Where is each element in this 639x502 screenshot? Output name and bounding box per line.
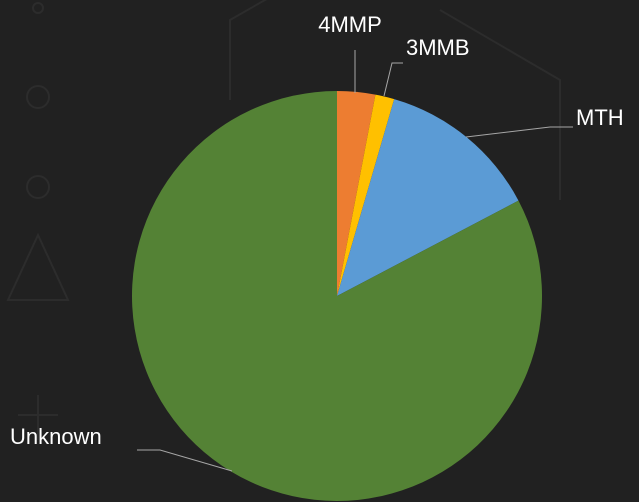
- slice-label: Unknown: [10, 424, 102, 449]
- background-decoration: [6, 0, 561, 440]
- leader-line: [137, 449, 233, 472]
- pie-slice: [131, 91, 542, 502]
- leader-line: [383, 62, 403, 97]
- slice-label: 4MMP: [318, 12, 382, 37]
- slice-label: 3MMB: [406, 35, 470, 60]
- pie-slice: [337, 99, 519, 296]
- pie: [131, 91, 542, 502]
- pie-slice: [337, 94, 395, 297]
- leader-line: [465, 126, 573, 138]
- pie-slice: [337, 91, 376, 296]
- labels: 4MMP 3MMB MTH Unknown: [10, 12, 624, 472]
- slice-label: MTH: [576, 105, 624, 130]
